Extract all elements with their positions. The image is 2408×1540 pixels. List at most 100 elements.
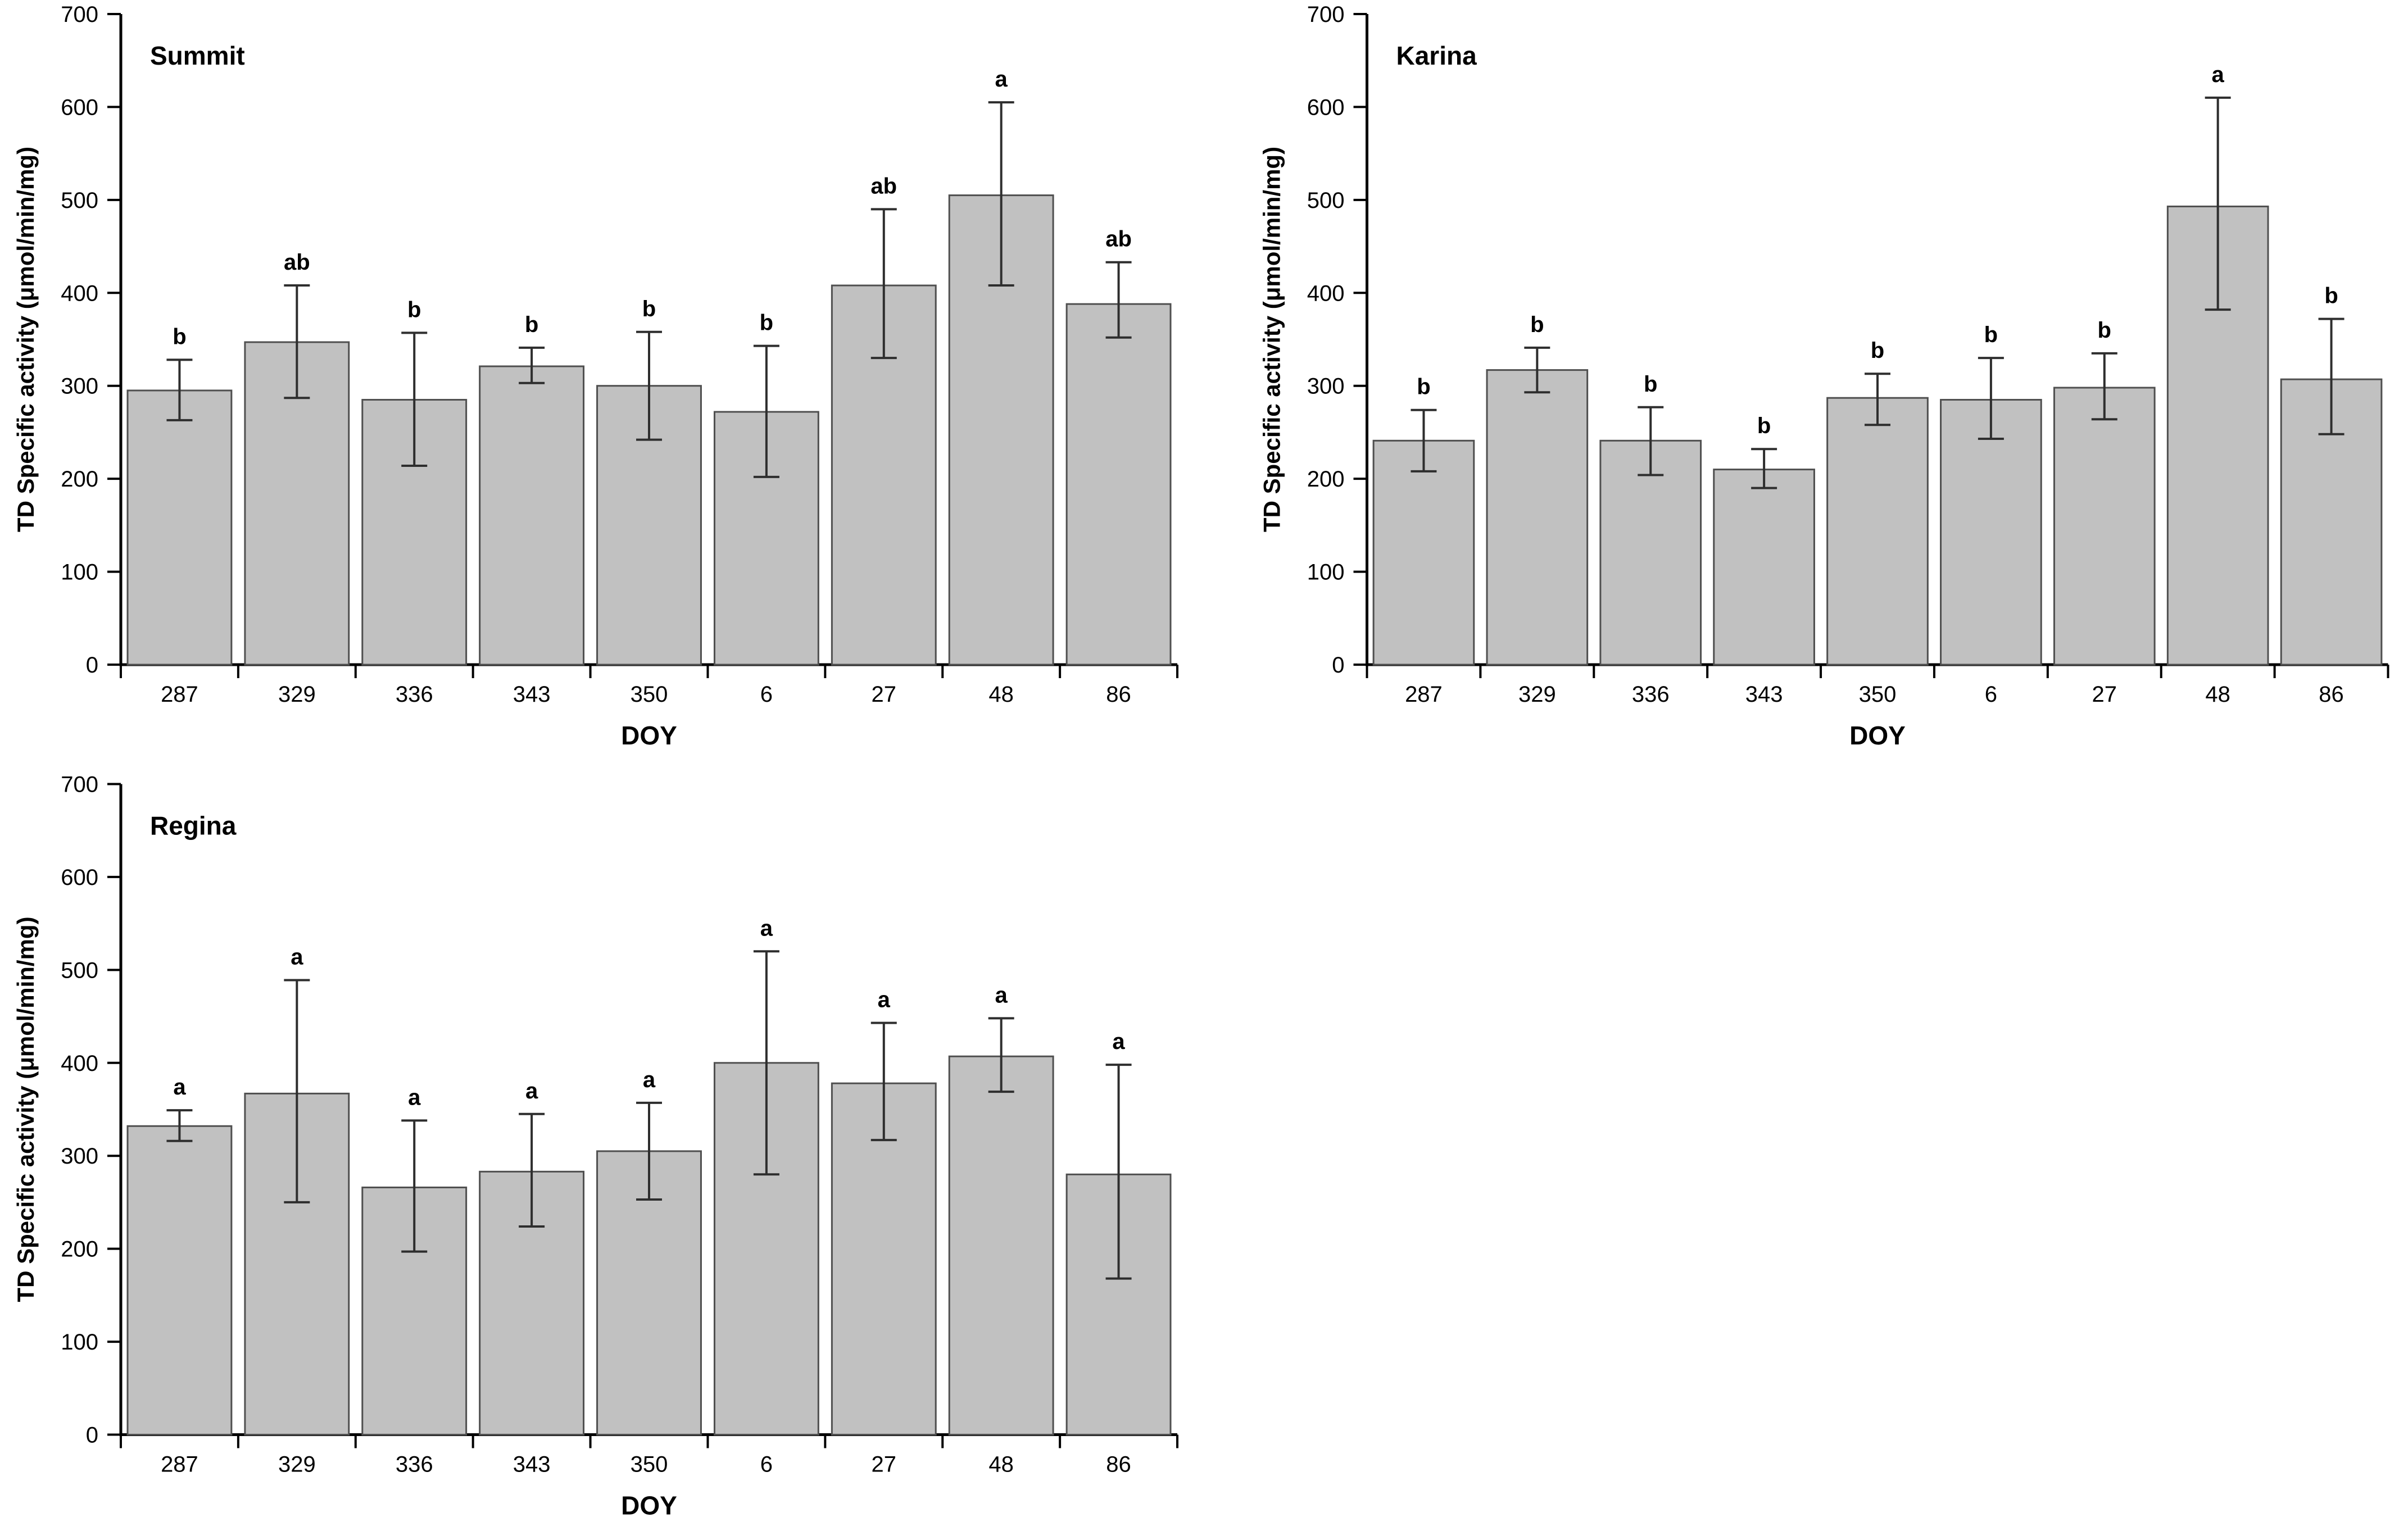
y-tick-label: 100 [1307,560,1345,585]
y-tick-label: 700 [61,2,98,27]
sig-label: b [2324,284,2338,308]
error-bar-summit-329 [284,284,310,399]
error-bar-karina-287 [1411,408,1437,473]
x-axis-label: DOY [621,721,677,750]
error-bar-regina-336 [401,1119,428,1253]
panel-title: Karina [1396,41,1477,70]
error-bar-karina-350 [1865,372,1890,426]
y-tick-label: 200 [61,1237,98,1262]
y-tick-label: 600 [1307,95,1345,120]
x-tick-label: 343 [513,682,551,707]
error-bar-summit-6 [753,344,779,478]
x-tick-label: 6 [1985,682,1997,707]
x-tick-label: 86 [1106,682,1131,707]
error-bar-regina-6 [753,950,779,1176]
bar-karina-287 [1372,439,1475,666]
sig-label: a [525,1079,538,1103]
error-bar-regina-86 [1105,1064,1132,1280]
y-tick-label: 400 [61,1051,98,1076]
sig-label: b [2098,318,2111,343]
chart-panel-karina: 0 100 200 300 400 500 600 700 b 287 b 329 b 336 b 343 b 3… [1204,0,2408,770]
sig-label: b [407,297,421,322]
y-tick-label: 0 [86,1423,98,1448]
error-bar-karina-86 [2318,317,2344,435]
error-bar-karina-336 [1638,406,1664,476]
bar-karina-336 [1599,439,1702,666]
error-bar-regina-343 [519,1112,545,1228]
error-bar-summit-336 [401,331,428,467]
x-tick-label: 86 [2319,682,2344,707]
sig-label: a [995,983,1008,1007]
x-axis-label: DOY [621,1491,677,1520]
panel-title: Regina [150,811,237,841]
sig-label: a [291,945,303,970]
y-tick-label: 400 [1307,281,1345,306]
sig-label: a [173,1075,186,1100]
sig-label: ab [1105,227,1132,252]
sig-label: b [760,311,773,335]
error-bar-karina-329 [1524,346,1550,394]
bar-karina-27 [2053,387,2156,666]
bar-karina-343 [1713,469,1815,666]
sig-label: a [2212,62,2225,87]
sig-label: b [642,297,656,321]
y-tick-label: 200 [1307,467,1345,492]
bar-summit-287 [126,389,233,666]
y-tick-label: 600 [61,95,98,120]
x-tick-label: 27 [872,1452,897,1477]
y-tick-label: 0 [86,653,98,678]
y-tick-label: 100 [61,1330,98,1355]
error-bar-regina-329 [284,979,310,1203]
error-bar-karina-6 [1978,357,2004,440]
x-tick-label: 336 [1632,682,1670,707]
x-tick-label: 350 [1859,682,1897,707]
error-bar-summit-350 [636,330,662,441]
y-tick-label: 500 [1307,188,1345,213]
error-bar-summit-287 [166,358,193,421]
y-tick-label: 200 [61,467,98,492]
x-tick-label: 343 [513,1452,551,1477]
bar-karina-329 [1486,369,1589,666]
sig-label: b [1871,338,1884,363]
empty-panel [1204,770,2408,1540]
error-bar-summit-86 [1105,261,1132,339]
sig-label: b [1984,322,1998,347]
panel-title: Summit [150,41,245,70]
x-tick-label: 287 [161,1452,198,1477]
x-tick-label: 329 [1518,682,1556,707]
sig-label: ab [870,174,897,198]
x-tick-label: 329 [278,682,316,707]
chart-panel-regina: 0 100 200 300 400 500 600 700 a 287 a 329 a 336 a 343 a 3… [0,770,1204,1540]
karina-bar-chart: 0 100 200 300 400 500 600 700 b 287 b 329 b 336 b 343 b 3… [1259,2,2389,750]
error-bar-regina-287 [166,1109,193,1142]
y-tick-label: 500 [61,958,98,983]
regina-bar-chart: 0 100 200 300 400 500 600 700 a 287 a 329 a 336 a 343 a 3… [12,773,1178,1520]
sig-label: a [408,1085,421,1110]
sig-label: a [995,67,1008,92]
y-tick-label: 300 [61,374,98,399]
y-axis-label: TD Specific activity (μmol/min/mg) [1259,147,1285,532]
x-tick-label: 287 [161,682,198,707]
error-bar-karina-27 [2091,352,2117,421]
bar-regina-287 [126,1125,233,1435]
sig-label: b [1644,372,1657,397]
error-bar-regina-350 [636,1101,662,1201]
x-tick-label: 27 [2092,682,2117,707]
error-bar-summit-48 [988,101,1014,287]
y-tick-label: 700 [61,773,98,797]
x-tick-label: 6 [760,1452,773,1477]
x-tick-label: 27 [872,682,897,707]
sig-label: a [643,1067,656,1092]
x-tick-label: 48 [988,1452,1014,1477]
bar-karina-6 [1940,399,2042,666]
sig-label: b [1757,414,1771,438]
sig-label: b [1530,312,1544,337]
x-tick-label: 48 [2205,682,2230,707]
sig-label: b [173,324,186,349]
error-bar-regina-27 [870,1021,897,1142]
x-tick-label: 329 [278,1452,316,1477]
sig-label: b [1417,375,1430,399]
y-tick-label: 100 [61,560,98,585]
